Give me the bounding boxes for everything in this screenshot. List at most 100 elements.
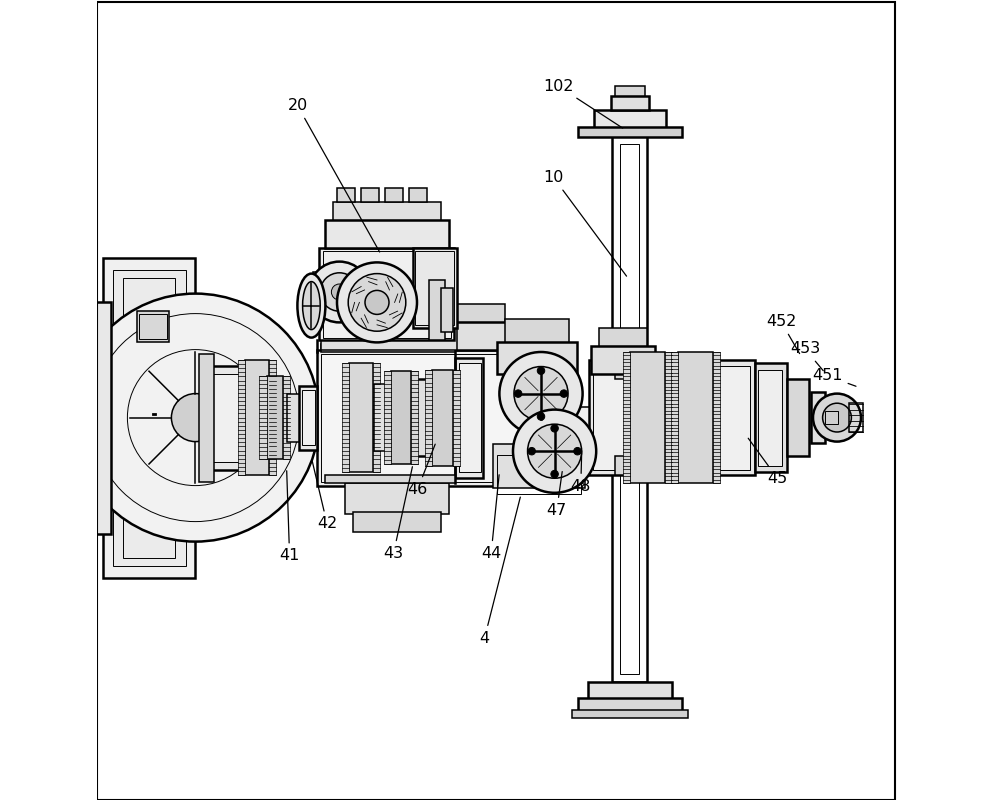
Bar [429,280,445,339]
Circle shape [72,294,319,542]
Bar [757,370,782,466]
Bar [333,202,441,220]
Bar [181,407,793,428]
Bar [200,354,214,482]
Bar [458,363,481,472]
Bar [599,328,647,346]
Bar [667,363,681,472]
Bar [139,314,167,339]
Bar [606,400,653,435]
Bar [678,352,713,483]
Bar [441,287,453,331]
Bar [123,278,175,558]
Bar [345,304,505,322]
Bar [329,322,525,350]
Circle shape [514,366,568,421]
Bar [266,376,282,459]
Bar [238,360,245,475]
Text: 47: 47 [547,471,567,518]
Bar [415,251,454,325]
Text: 44: 44 [481,474,501,561]
Circle shape [537,413,545,420]
Bar [323,251,450,338]
Bar [337,188,355,202]
Text: 453: 453 [790,342,823,370]
Bar [614,360,645,379]
Bar [321,354,529,482]
Bar [718,366,749,470]
Bar [665,352,672,483]
Bar [497,342,577,374]
Circle shape [528,424,581,478]
Bar [786,379,809,456]
Bar [345,483,449,514]
Circle shape [813,394,861,442]
Circle shape [561,390,568,398]
Bar [455,358,483,478]
Bar [614,456,645,475]
Bar [612,136,647,682]
Bar [137,311,169,342]
Bar [103,258,196,578]
Bar [610,96,649,110]
Bar [620,144,639,674]
Bar [317,350,533,486]
Bar [587,682,672,699]
Text: 451: 451 [812,369,856,386]
Circle shape [823,403,852,432]
Bar [593,110,666,136]
Ellipse shape [302,282,320,330]
Bar [413,379,435,456]
Bar [671,352,678,483]
Bar [713,352,721,483]
Bar [113,270,186,566]
Bar [212,374,245,462]
Bar [93,302,110,534]
Bar [321,344,455,352]
Text: 46: 46 [408,444,435,497]
Bar [385,188,403,202]
Circle shape [528,447,536,455]
Bar [505,319,569,342]
Bar [282,376,290,459]
Text: 48: 48 [571,450,591,494]
Text: 43: 43 [384,466,413,561]
Circle shape [513,410,596,493]
Bar [715,360,754,475]
Circle shape [348,274,406,331]
Text: 45: 45 [748,438,787,486]
Bar [609,403,650,432]
Bar [810,392,825,443]
Bar [578,698,682,712]
Bar [589,360,633,475]
Bar [754,363,786,472]
Bar [425,370,432,466]
Circle shape [337,262,417,342]
Circle shape [574,447,581,455]
Text: 10: 10 [544,170,626,276]
Bar [353,512,441,532]
Bar [622,352,630,483]
Bar [578,127,682,137]
Text: 20: 20 [287,98,380,252]
Bar [325,220,449,248]
Circle shape [171,394,220,442]
Circle shape [365,290,389,314]
Bar [614,86,645,96]
Bar [299,386,317,450]
Bar [83,370,103,466]
Bar [373,363,380,472]
Bar [493,444,585,488]
Circle shape [537,367,545,374]
Bar [825,411,838,424]
Bar [413,248,457,328]
Circle shape [514,390,522,398]
Bar [321,326,457,350]
Circle shape [551,425,559,432]
Bar [453,370,460,466]
Circle shape [551,470,559,478]
Bar [361,188,379,202]
Text: 4: 4 [479,497,520,646]
Bar [409,188,426,202]
Bar [385,371,392,464]
